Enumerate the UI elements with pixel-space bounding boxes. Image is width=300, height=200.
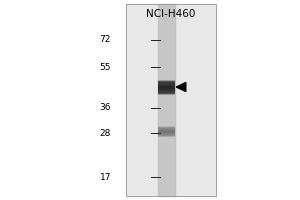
Text: 72: 72 (100, 36, 111, 45)
Text: 55: 55 (100, 62, 111, 72)
Bar (158, 4, 175, 196)
Text: 17: 17 (100, 172, 111, 182)
Text: 36: 36 (100, 104, 111, 112)
Bar (126, 4, 216, 196)
Text: NCI-H460: NCI-H460 (146, 9, 196, 19)
Polygon shape (176, 83, 186, 92)
Bar (126, 4, 216, 196)
Text: 28: 28 (100, 129, 111, 138)
